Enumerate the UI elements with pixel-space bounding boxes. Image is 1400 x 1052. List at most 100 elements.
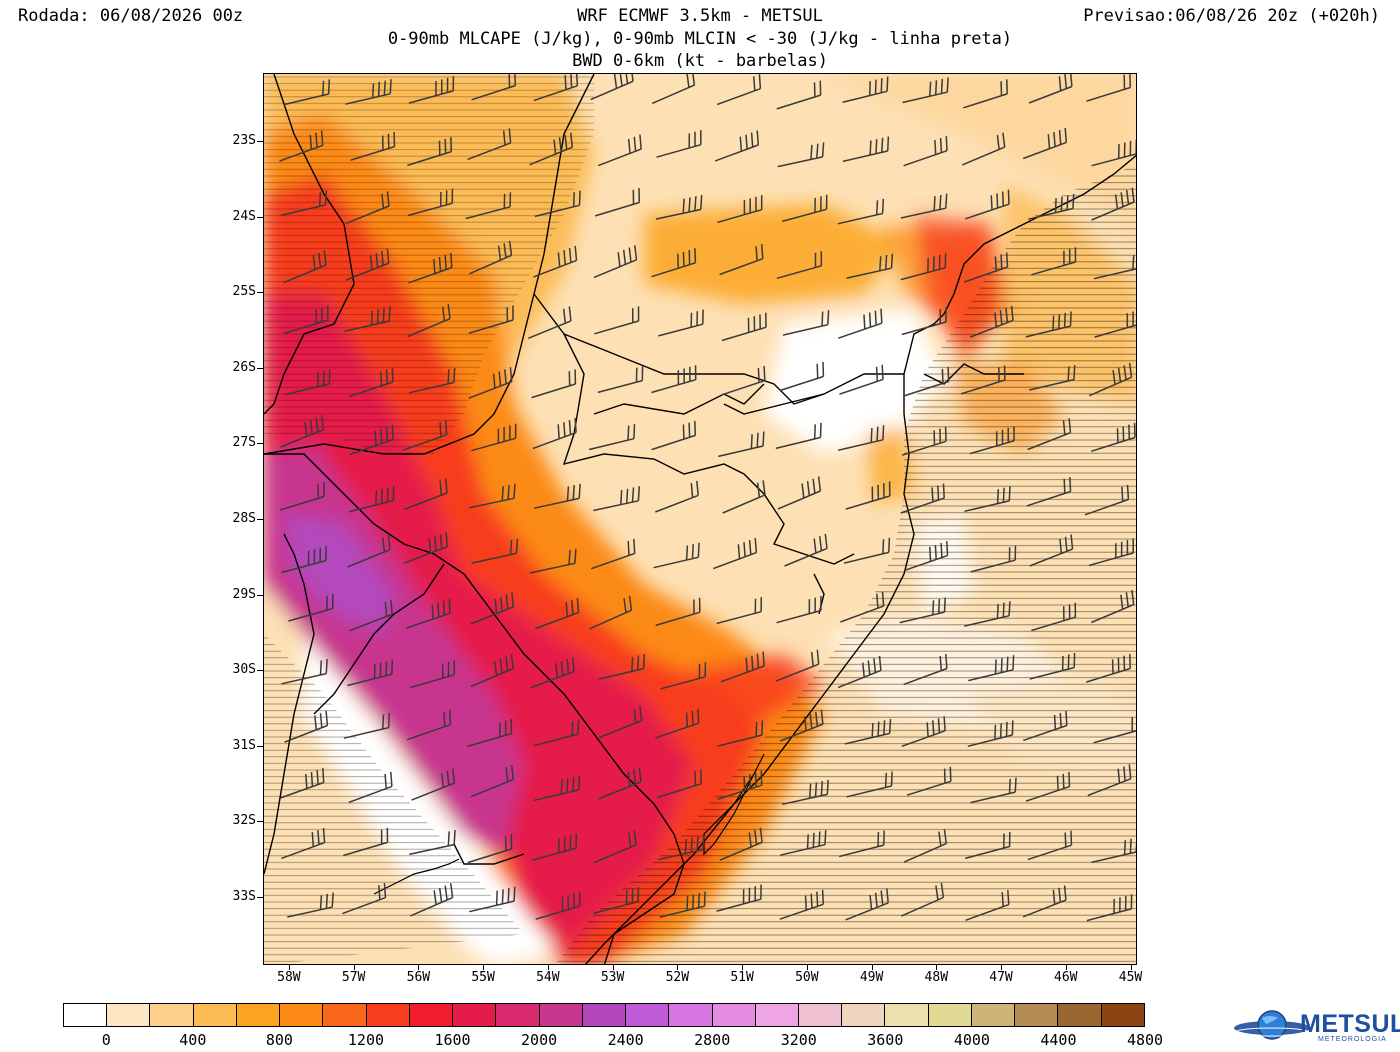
lon-label-52w: 52W <box>665 970 690 985</box>
wind-barb <box>409 830 456 856</box>
wind-barb <box>654 708 700 739</box>
wind-barb <box>775 422 822 450</box>
wind-barb <box>960 365 1006 395</box>
wind-barb <box>588 424 636 451</box>
colorbar-label: 2000 <box>521 1031 558 1049</box>
wind-barb <box>344 306 391 333</box>
lon-label-45w: 45W <box>1118 970 1143 985</box>
wind-barb <box>287 892 334 918</box>
wind-barb <box>403 478 448 511</box>
colorbar-label: 0 <box>101 1031 111 1049</box>
wind-barb <box>1022 127 1068 160</box>
lon-tick <box>742 965 744 970</box>
colorbar-label: 2800 <box>694 1031 731 1049</box>
wind-barb <box>598 706 643 739</box>
cape-colorbar <box>63 1003 1145 1027</box>
colorbar-swatch <box>496 1004 540 1026</box>
wind-barb <box>1091 139 1136 167</box>
wind-barb <box>842 76 889 104</box>
lat-tick <box>257 367 263 369</box>
wind-barb <box>777 476 822 510</box>
wind-barb <box>408 367 456 394</box>
lat-label-27s: 27S <box>232 435 256 451</box>
wind-barbs <box>279 74 1136 922</box>
wind-barb <box>532 417 577 450</box>
wind-barb <box>845 888 889 921</box>
wind-barb <box>963 79 1008 109</box>
lon-tick <box>418 965 420 970</box>
lat-tick <box>257 821 263 823</box>
colorbar-label: 4400 <box>1040 1031 1077 1049</box>
lon-label-53w: 53W <box>600 970 625 985</box>
wind-barb <box>1087 764 1132 797</box>
wind-barb <box>782 310 830 336</box>
colorbar-swatch <box>64 1004 108 1026</box>
wind-barb <box>531 369 577 399</box>
colorbar-swatch <box>885 1004 929 1026</box>
wind-barb <box>1022 885 1067 918</box>
lon-tick <box>1130 965 1132 970</box>
wind-barb <box>653 542 700 569</box>
wind-barb <box>593 486 641 512</box>
wind-barb <box>1022 710 1068 742</box>
wind-barb <box>591 538 636 570</box>
wind-barb <box>838 308 883 339</box>
wind-barb <box>721 312 767 342</box>
wind-barb <box>279 130 324 162</box>
wind-barb <box>280 415 325 448</box>
wind-barb <box>651 248 697 278</box>
lat-label-26s: 26S <box>232 359 256 375</box>
wind-barb <box>719 244 764 276</box>
wind-barb <box>1027 418 1072 451</box>
wind-barb <box>283 250 327 284</box>
lat-label-29s: 29S <box>232 586 256 602</box>
wind-barb <box>471 423 517 452</box>
wind-barb <box>968 655 1015 682</box>
colorbar-swatch <box>1015 1004 1059 1026</box>
lon-tick <box>936 965 938 970</box>
lon-tick <box>483 965 485 970</box>
wind-barb <box>714 130 760 162</box>
wind-barb <box>901 426 947 456</box>
wind-barb <box>349 425 394 456</box>
lon-tick <box>1065 965 1067 970</box>
wind-barb <box>468 367 513 399</box>
lat-label-32s: 32S <box>232 813 256 829</box>
wind-barb <box>470 765 515 798</box>
wind-barb <box>716 74 762 106</box>
wind-barb <box>965 890 1010 922</box>
wind-barb <box>343 712 391 739</box>
wind-barb <box>965 189 1010 220</box>
logo-name: METSUL <box>1300 1010 1400 1038</box>
lat-tick <box>257 443 263 445</box>
colorbar-label: 4800 <box>1126 1031 1164 1049</box>
wind-barb <box>660 662 707 690</box>
run-time-label: Rodada: 06/08/2026 00z <box>18 6 244 26</box>
colorbar-swatch <box>323 1004 367 1026</box>
wind-barb <box>535 891 581 920</box>
colorbar-swatch <box>150 1004 194 1026</box>
lat-tick <box>257 745 263 747</box>
wind-barb <box>658 309 704 337</box>
wind-barb <box>839 364 884 395</box>
wind-barb <box>904 366 950 397</box>
wind-barb <box>1025 771 1071 802</box>
wind-barb <box>842 136 890 163</box>
wind-barb <box>900 882 945 917</box>
wind-barb <box>535 597 580 630</box>
wind-barb <box>899 597 946 624</box>
lon-tick <box>353 965 355 970</box>
lat-tick <box>257 216 263 218</box>
metsul-logo-icon <box>1234 1010 1310 1040</box>
wind-barb <box>411 768 456 801</box>
wind-barb <box>1027 830 1073 861</box>
model-title: WRF ECMWF 3.5km - METSUL <box>577 6 823 26</box>
wind-barb <box>717 720 764 747</box>
wind-barb <box>467 718 513 748</box>
wind-barb <box>900 483 945 514</box>
wind-barb <box>717 770 763 800</box>
wind-barb <box>1091 590 1135 624</box>
wind-barb <box>837 198 885 225</box>
wind-barb <box>843 537 891 564</box>
wind-barb <box>656 130 702 158</box>
